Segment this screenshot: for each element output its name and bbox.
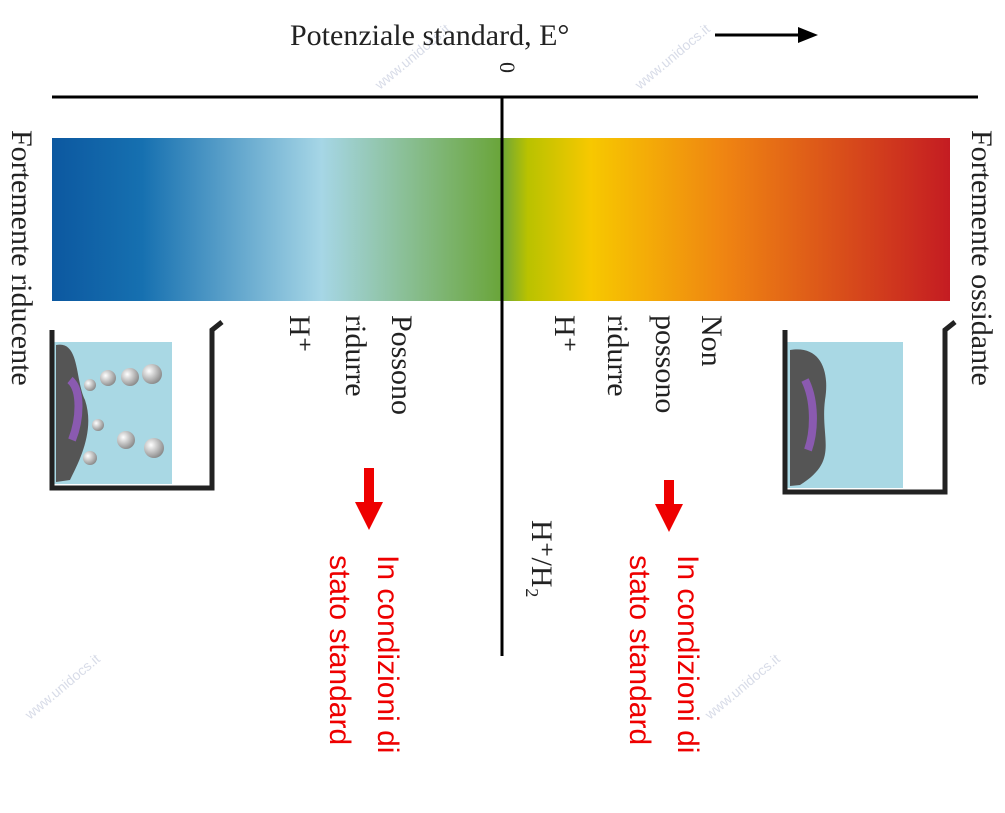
arrow (715, 27, 818, 43)
beaker-left (52, 322, 222, 488)
right-label: Fortemente ossidante (965, 130, 998, 386)
group-line: H⁺ (283, 315, 316, 353)
note-line: stato standard (623, 555, 656, 745)
group-line: Non (695, 315, 728, 367)
red-arrow (355, 468, 683, 532)
note-line: In condizioni di (371, 555, 404, 753)
group-line: ridurre (339, 315, 372, 397)
note-line: In condizioni di (671, 555, 704, 753)
diagram: www.unidocs.it www.unidocs.it www.unidoc… (0, 0, 1005, 813)
watermark: www.unidocs.it (701, 650, 783, 722)
left-label: Fortemente riducente (5, 130, 38, 386)
watermark: www.unidocs.it (631, 20, 713, 92)
group-line: Possono (385, 315, 418, 415)
group-line: ridurre (601, 315, 634, 397)
zero-label: 0 (495, 62, 520, 73)
beaker-right (785, 322, 955, 492)
couple-label: H⁺/H₂ (525, 520, 558, 598)
group-line: H⁺ (548, 315, 581, 353)
group-line: possono (649, 315, 682, 413)
watermark: www.unidocs.it (21, 650, 103, 722)
note-line: stato standard (323, 555, 356, 745)
title: Potenziale standard, E° (290, 19, 569, 52)
